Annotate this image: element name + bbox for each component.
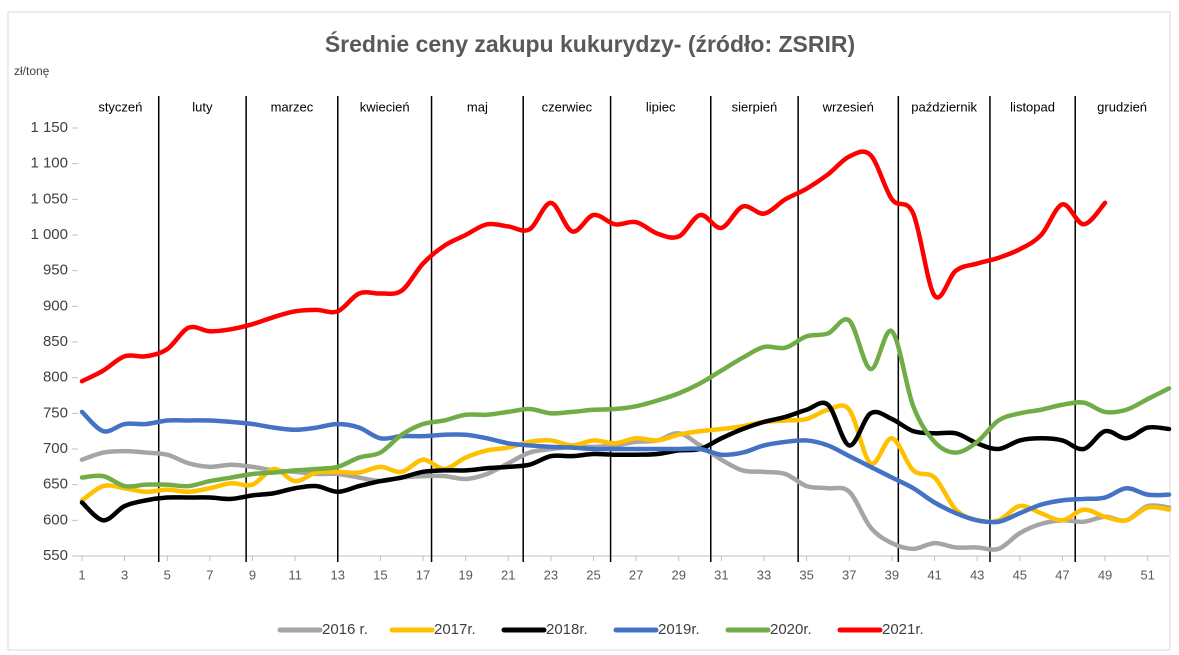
y-axis-label: zł/tonę	[14, 64, 50, 78]
x-tick-label: 15	[373, 567, 387, 582]
y-tick-label: 700	[43, 440, 68, 457]
x-tick-label: 7	[206, 567, 213, 582]
x-tick-label: 27	[629, 567, 643, 582]
x-tick-label: 23	[544, 567, 558, 582]
x-tick-label: 47	[1055, 567, 1069, 582]
legend-label: 2018r.	[546, 621, 588, 638]
y-tick-label: 1 000	[30, 226, 68, 243]
x-tick-label: 13	[331, 567, 345, 582]
y-tick-label: 650	[43, 476, 68, 493]
legend-label: 2017r.	[434, 621, 476, 638]
x-tick-label: 31	[714, 567, 728, 582]
x-tick-label: 19	[458, 567, 472, 582]
x-tick-label: 17	[416, 567, 430, 582]
x-tick-label: 51	[1140, 567, 1154, 582]
y-tick-label: 750	[43, 404, 68, 421]
y-tick-label: 850	[43, 333, 68, 350]
y-tick-label: 900	[43, 297, 68, 314]
legend-label: 2019r.	[658, 621, 700, 638]
y-tick-label: 1 100	[30, 155, 68, 172]
legend-label: 2016 r.	[322, 621, 368, 638]
month-label: czerwiec	[542, 99, 593, 114]
y-tick-label: 1 150	[30, 119, 68, 136]
x-tick-label: 9	[249, 567, 256, 582]
x-tick-label: 37	[842, 567, 856, 582]
series-line	[79, 431, 1172, 552]
month-label: wrzesień	[822, 99, 874, 114]
month-label: luty	[192, 99, 213, 114]
x-tick-label: 1	[78, 567, 85, 582]
x-tick-label: 41	[927, 567, 941, 582]
x-tick-label: 43	[970, 567, 984, 582]
month-label: maj	[467, 99, 488, 114]
x-tick-label: 33	[757, 567, 771, 582]
x-tick-label: 35	[799, 567, 813, 582]
month-label: kwiecień	[360, 99, 410, 114]
y-tick-label: 600	[43, 511, 68, 528]
legend-label: 2020r.	[770, 621, 812, 638]
series-line	[79, 317, 1172, 489]
legend-label: 2021r.	[882, 621, 924, 638]
series-line	[79, 149, 1108, 384]
x-tick-label: 3	[121, 567, 128, 582]
month-label: listopad	[1010, 99, 1055, 114]
x-tick-label: 39	[885, 567, 899, 582]
x-tick-label: 29	[672, 567, 686, 582]
y-tick-label: 1 050	[30, 190, 68, 207]
y-tick-label: 550	[43, 547, 68, 564]
series-line	[79, 400, 1172, 523]
x-tick-label: 5	[164, 567, 171, 582]
month-label: październik	[911, 99, 977, 114]
y-tick-label: 950	[43, 262, 68, 279]
x-tick-label: 11	[288, 567, 302, 582]
x-tick-label: 21	[501, 567, 515, 582]
x-tick-label: 25	[586, 567, 600, 582]
series-line	[79, 409, 1172, 525]
month-label: styczeń	[98, 99, 142, 114]
x-tick-label: 49	[1098, 567, 1112, 582]
y-tick-label: 800	[43, 369, 68, 386]
month-label: sierpień	[732, 99, 778, 114]
chart-title: Średnie ceny zakupu kukurydzy- (źródło: …	[325, 30, 855, 57]
x-tick-label: 45	[1013, 567, 1027, 582]
month-label: lipiec	[646, 99, 676, 114]
month-label: marzec	[271, 99, 314, 114]
month-label: grudzień	[1097, 99, 1147, 114]
